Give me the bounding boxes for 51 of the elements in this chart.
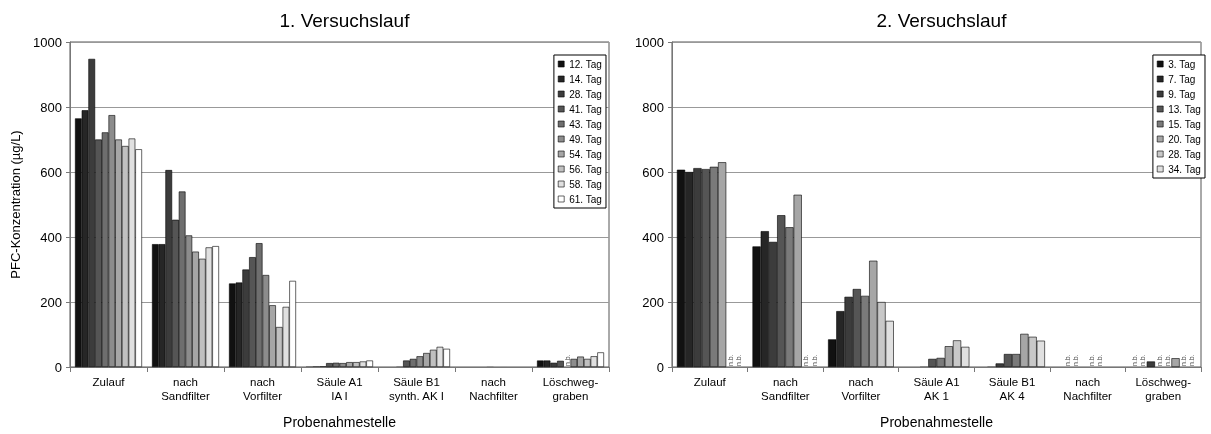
legend-label: 34. Tag — [1168, 163, 1201, 175]
legend-label: 61. Tag — [569, 193, 602, 205]
bar — [1146, 361, 1155, 367]
x-tick-label: nach Sandfilter — [161, 376, 210, 402]
x-tick-label: Zulauf — [693, 376, 727, 388]
x-tick-label: nach Vorfilter — [243, 376, 283, 402]
legend-label: 41. Tag — [569, 103, 602, 115]
y-tick-label: 800 — [40, 99, 62, 115]
legend-label: 13. Tag — [1168, 103, 1201, 115]
legend-label: 43. Tag — [569, 118, 602, 130]
legend-label: 54. Tag — [569, 148, 602, 160]
y-axis-title: PFC-Konzentration (µg/L) — [8, 130, 24, 279]
legend-label: 14. Tag — [569, 73, 602, 85]
x-tick-label: Säule A1 IA I — [316, 376, 363, 402]
y-tick-label: 1000 — [635, 34, 664, 50]
x-tick-label: Säule A1 AK 1 — [913, 376, 960, 402]
legend-label: 12. Tag — [569, 58, 602, 70]
x-tick-label: Säule B1 synth. AK I — [389, 376, 444, 402]
y-tick-label: 600 — [40, 164, 62, 180]
legend-label: 28. Tag — [569, 88, 602, 100]
x-tick-label: nach Vorfilter — [841, 376, 881, 402]
x-tick-label: Säule B1 AK 4 — [988, 376, 1036, 402]
x-axis-title: Probenahmestelle — [880, 414, 994, 430]
bar — [1171, 358, 1180, 367]
x-tick-label: nach Nachfilter — [469, 376, 518, 402]
y-tick-label: 200 — [40, 294, 62, 310]
y-tick-label: 400 — [642, 229, 664, 245]
x-tick-label: nach Sandfilter — [761, 376, 810, 402]
legend-label: 15. Tag — [1168, 118, 1201, 130]
x-tick-label: Zulauf — [92, 376, 126, 388]
legend-label: 7. Tag — [1168, 73, 1196, 85]
x-tick-label: nach Nachfilter — [1063, 376, 1113, 402]
y-tick-label: 200 — [642, 294, 664, 310]
legend-label: 20. Tag — [1168, 133, 1201, 145]
y-tick-label: 0 — [54, 359, 62, 375]
chart-title: 2. Versuchslauf — [876, 10, 1008, 31]
y-tick-label: 600 — [642, 164, 664, 180]
legend-label: 56. Tag — [569, 163, 602, 175]
legend-label: 3. Tag — [1168, 58, 1196, 70]
legend-label: 9. Tag — [1168, 88, 1196, 100]
chart-title: 1. Versuchslauf — [279, 10, 411, 31]
x-tick-label: Löschweg- graben — [542, 376, 599, 402]
x-tick-label: Löschweg- graben — [1135, 376, 1192, 402]
legend-label: 49. Tag — [569, 133, 602, 145]
y-tick-label: 800 — [642, 99, 664, 115]
y-tick-label: 0 — [656, 359, 664, 375]
y-tick-label: 400 — [40, 229, 62, 245]
legend-label: 28. Tag — [1168, 148, 1201, 160]
x-axis-title: Probenahmestelle — [283, 414, 397, 430]
y-tick-label: 1000 — [33, 34, 62, 50]
legend-label: 58. Tag — [569, 178, 602, 190]
